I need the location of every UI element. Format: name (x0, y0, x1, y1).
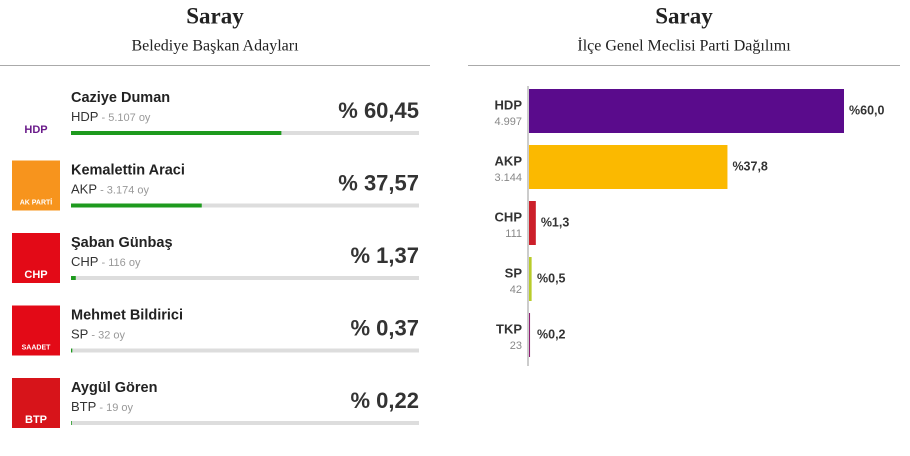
right-subtitle: İlçe Genel Meclisi Parti Dağılımı (577, 37, 791, 55)
party-line: CHP - 116 oy (71, 254, 141, 269)
value-label: %0,5 (537, 271, 566, 285)
party-line: SP - 32 oy (71, 327, 126, 342)
bar (529, 313, 531, 357)
party: AKP (71, 182, 97, 197)
bar (529, 89, 844, 133)
candidate-name: Kemalettin Araci (71, 162, 185, 178)
party-logo (12, 160, 60, 211)
party-label: AKP (495, 153, 523, 168)
bar (529, 201, 536, 245)
right-title: Saray (655, 3, 713, 28)
party: BTP (71, 399, 96, 414)
progress-track (71, 421, 419, 425)
party-logo (12, 88, 60, 138)
seat-count: 23 (510, 340, 522, 352)
vote-count: 116 oy (108, 257, 141, 269)
progress-track (71, 348, 419, 353)
percent-label: % 1,37 (351, 243, 420, 268)
party-line: BTP - 19 oy (71, 399, 133, 414)
percent-label: % 37,57 (338, 170, 419, 195)
logo-text: CHP (24, 269, 47, 281)
value-label: %37,8 (732, 159, 767, 173)
progress-bar (71, 348, 73, 353)
progress-track (71, 203, 419, 208)
bar (529, 145, 728, 189)
bar (529, 257, 532, 301)
value-label: %60,0 (849, 103, 884, 117)
party-logo (12, 378, 60, 428)
percent-label: % 0,22 (351, 388, 420, 413)
party-label: HDP (495, 97, 523, 112)
progress-bar (71, 203, 202, 208)
value-label: %1,3 (541, 215, 570, 229)
party-label: SP (505, 265, 523, 280)
percent-label: % 0,37 (351, 315, 420, 340)
logo-text: BTP (25, 414, 47, 426)
left-title: Saray (186, 3, 244, 28)
candidate-name: Şaban Günbaş (71, 235, 173, 251)
logo-text: SAADET (22, 344, 52, 351)
seat-count: 4.997 (494, 116, 522, 128)
party-line: HDP - 5.107 oy (71, 109, 151, 124)
party: SP (71, 327, 88, 342)
vote-count: 19 oy (106, 402, 133, 414)
seat-count: 3.144 (494, 172, 522, 184)
progress-track (71, 276, 419, 280)
progress-bar (71, 276, 76, 280)
party-label: TKP (496, 321, 522, 336)
logo-text: AK PARTİ (20, 198, 53, 206)
vote-count: 3.174 oy (107, 184, 150, 196)
candidate-name: Aygül Gören (71, 380, 157, 396)
party-line: AKP - 3.174 oy (71, 182, 149, 197)
left-subtitle: Belediye Başkan Adayları (131, 38, 299, 55)
party-label: CHP (495, 209, 523, 224)
candidate-name: Mehmet Bildirici (71, 307, 183, 323)
party-logo (12, 305, 60, 356)
logo-text: HDP (24, 124, 47, 136)
party: HDP (71, 109, 98, 124)
vote-count: 5.107 oy (108, 112, 151, 124)
value-label: %0,2 (537, 327, 566, 341)
candidate-name: Caziye Duman (71, 90, 170, 106)
percent-label: % 60,45 (338, 98, 419, 123)
party-logo (12, 233, 60, 283)
progress-bar (71, 421, 72, 425)
progress-bar (71, 131, 282, 135)
seat-count: 42 (510, 284, 522, 296)
vote-count: 32 oy (98, 329, 125, 341)
seat-count: 111 (505, 228, 522, 240)
party: CHP (71, 254, 98, 269)
